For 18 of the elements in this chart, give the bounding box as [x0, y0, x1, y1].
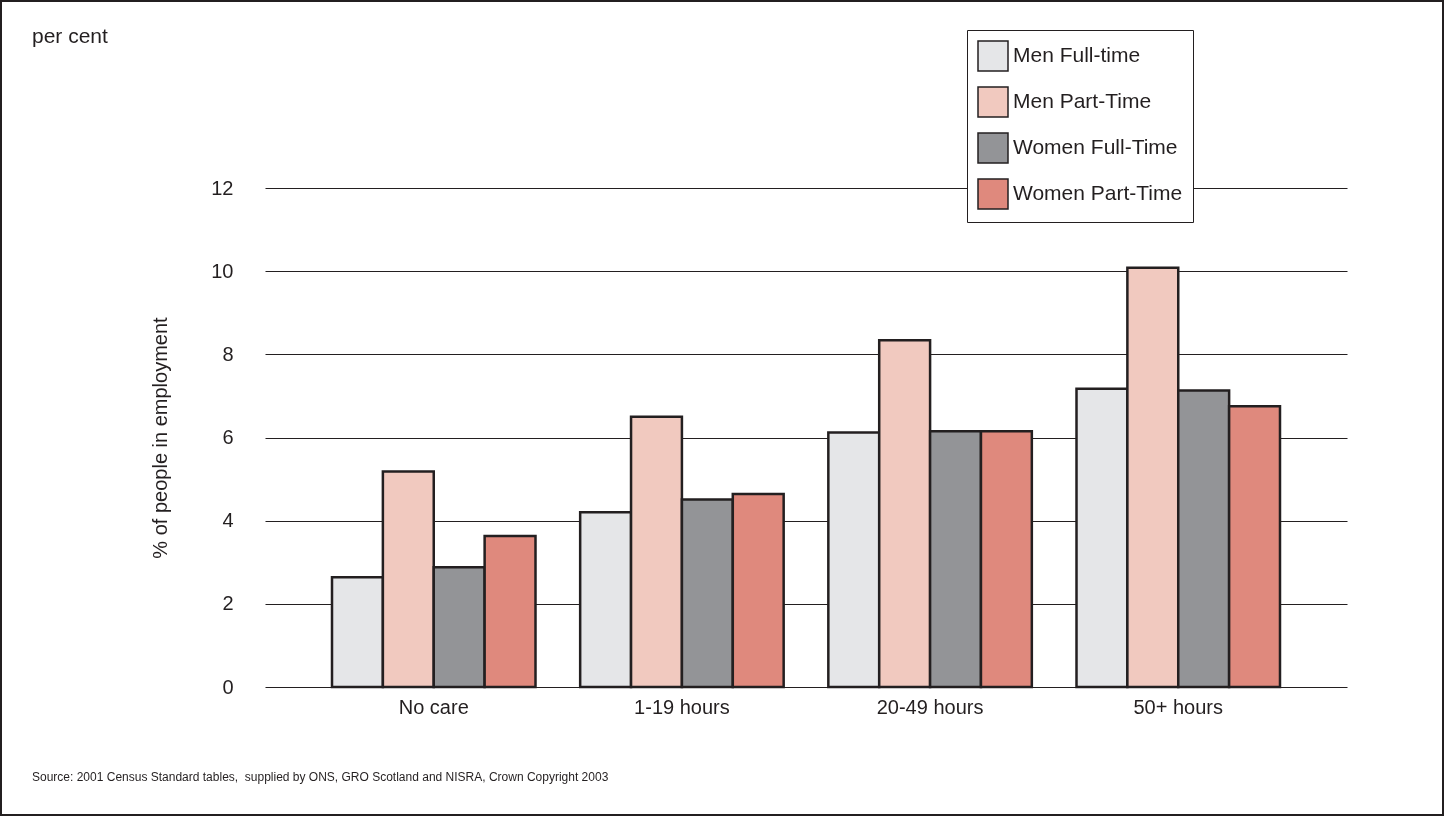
legend-label: Women Part-Time — [1013, 181, 1183, 204]
text: per cent — [32, 24, 108, 48]
y-tick-label: 8 — [222, 342, 234, 365]
y-tick-label: 10 — [211, 259, 234, 282]
legend-label: Men Part-Time — [1013, 89, 1152, 112]
source-note: Source: 2001 Census Standard tables, supplied by ONS, GRO Scotland and NISRA, Crown Copyright 2003 — [32, 770, 609, 784]
x-tick-label: No care — [398, 695, 469, 718]
x-tick-label: 50+ hours — [1133, 695, 1224, 718]
y-tick-label: 6 — [222, 426, 234, 448]
y-tick-label: 2 — [222, 592, 234, 615]
legend-label: Men Full-time — [1013, 43, 1141, 66]
x-tick-label: 1-19 hours — [634, 695, 730, 718]
y-tick-label: 4 — [222, 509, 234, 532]
y-tick-label: 0 — [222, 675, 234, 698]
y-axis-title: % of people in employment — [149, 316, 172, 559]
legend-label: Women Full-Time — [1013, 135, 1178, 158]
y-tick-label: 12 — [211, 176, 234, 199]
x-tick-label: 20-49 hours — [876, 695, 984, 718]
